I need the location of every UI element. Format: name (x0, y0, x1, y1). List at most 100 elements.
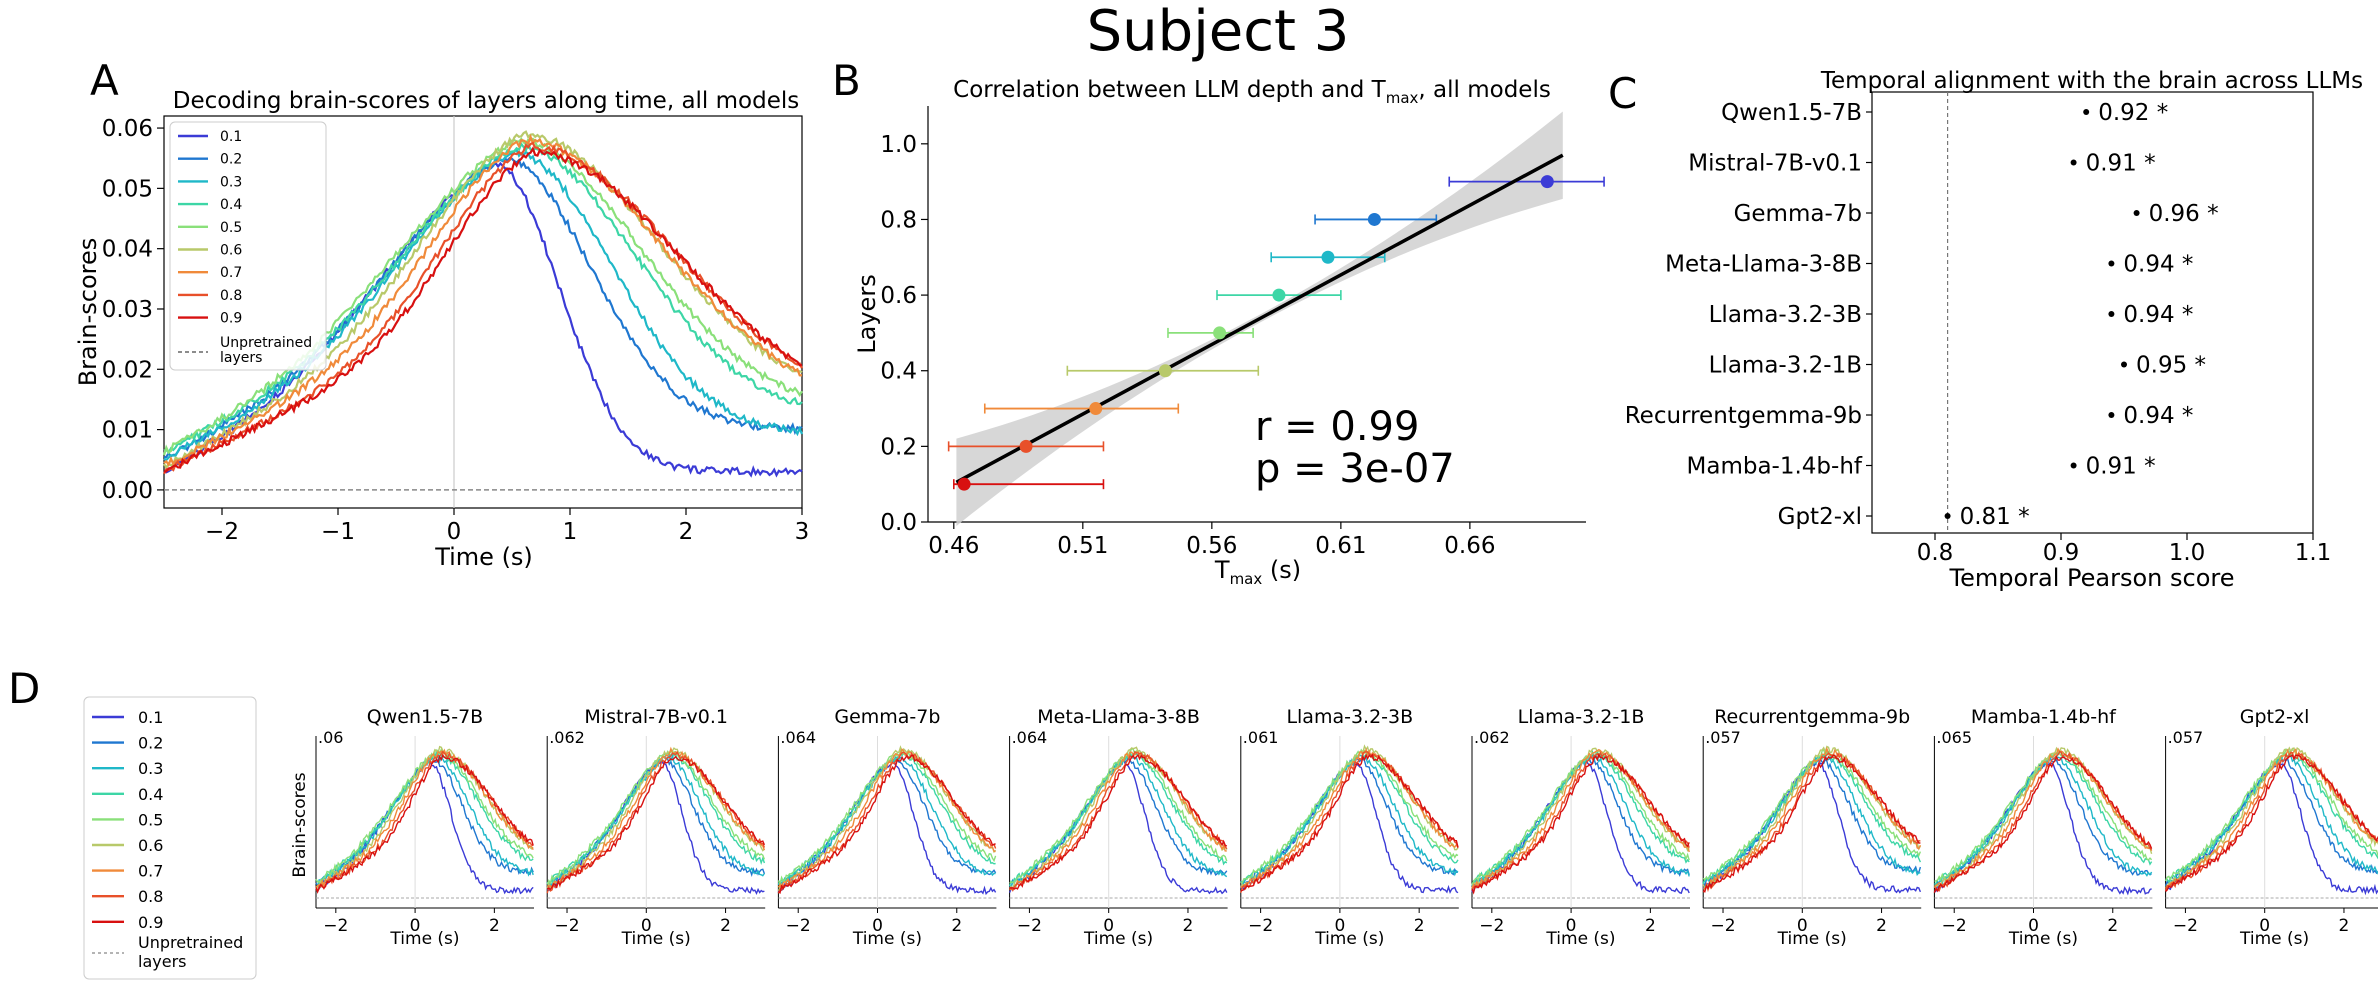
panel-d-xtick-label: −2 (1479, 916, 1504, 936)
panel-b-point-0.3 (1089, 402, 1103, 416)
panel-a-series-0.4 (163, 141, 803, 455)
panel-c-score-label: 0.81 * (1960, 504, 2030, 530)
panel-b-xlabel: Tmax (s) (1214, 556, 1301, 588)
panel-b-point-0.8 (1367, 212, 1381, 226)
panel-c-score-label: 0.95 * (2136, 353, 2206, 379)
panel-d-series-0.8 (1471, 751, 1690, 891)
panel-c-xlabel: Temporal Pearson score (1949, 564, 2235, 592)
d-legend-label-0.2: 0.2 (138, 734, 163, 753)
panel-d-xlabel: Time (s) (621, 929, 691, 949)
panel-c-point (2108, 412, 2115, 418)
panel-c-model-label: Mistral-7B-v0.1 (1688, 151, 1862, 177)
panel-d-xtick-label: 2 (951, 916, 962, 936)
panel-c-score-label: 0.96 * (2149, 201, 2219, 227)
panel-c-score-label: 0.94 * (2123, 252, 2193, 278)
panel-d-series-0.9 (1702, 754, 1921, 893)
panel-d-xtick-label: −2 (786, 916, 811, 936)
panel-d-ymax-label: .06 (318, 728, 343, 747)
panel-c-frame (1871, 91, 2314, 534)
panel-d-subplot: Recurrentgemma-9b.057 −2 0 2 Time (s) (1702, 706, 1922, 949)
panel-d-xtick-label: 2 (2339, 916, 2350, 936)
legend-label-0.4: 0.4 (220, 197, 242, 213)
panel-d-series-0.3 (2165, 752, 2378, 888)
panel-d-subplot: Llama-3.2-3B .061 −2 0 2 Time (s) (1240, 706, 1459, 949)
panel-d-series-0.8 (1702, 752, 1921, 893)
panel-d-subplot-title: Recurrentgemma-9b (1714, 706, 1910, 728)
panel-b-ytick-label: 0.4 (880, 359, 917, 385)
panel-a-ylabel: Brain-scores (74, 238, 102, 387)
panel-d-series-0.7 (547, 746, 766, 889)
panel-b-title-sub: max (1386, 89, 1419, 107)
panel-d-xtick-label: 2 (1183, 916, 1194, 936)
panel-d-subplot: Gpt2-xl .057 −2 0 2 Time (s) (2164, 706, 2378, 949)
panel-d-xtick-label: 0 (1334, 916, 1345, 936)
panel-d-xtick-label: 0 (872, 916, 883, 936)
panel-d-xlabel: Time (s) (2008, 929, 2078, 949)
d-legend-unpretrained-label-2: layers (138, 952, 186, 971)
d-legend-label-0.8: 0.8 (138, 887, 163, 906)
panel-d-subplot-title: Llama-3.2-3B (1286, 706, 1413, 728)
panel-letter-c: C (1608, 69, 1637, 118)
panel-d-subplot-title: Meta-Llama-3-8B (1037, 706, 1200, 728)
panel-d-series-0.5 (546, 750, 766, 885)
panel-b-point-0.7 (1321, 250, 1335, 264)
d-legend-label-0.5: 0.5 (138, 810, 163, 829)
panel-c-point (2070, 462, 2077, 469)
legend-label-0.3: 0.3 (220, 174, 242, 190)
panel-c-xtick-label: 1.1 (2295, 540, 2332, 566)
panel-d-ymax-label: .065 (1936, 728, 1972, 747)
panel-b-ytick-label: 0.8 (880, 207, 917, 233)
panel-d-subplot: Gemma-7b .064 −2 0 2 Time (s) (777, 706, 997, 949)
panel-c-point (2083, 109, 2090, 115)
panel-d-series-0.7 (2164, 748, 2378, 889)
panel-letter-d: D (8, 664, 40, 713)
panel-d-ymax-label: .064 (1012, 728, 1048, 747)
panel-b-point-0.4 (1158, 364, 1172, 378)
panel-d-subplot-title: Llama-3.2-1B (1518, 706, 1645, 728)
panel-d-xtick-label: 0 (641, 916, 652, 936)
d-legend-label-0.4: 0.4 (138, 785, 163, 804)
panel-b-fit-line (955, 153, 1564, 484)
panel-c-score-label: 0.91 * (2086, 151, 2156, 177)
panel-d-series-0.9 (315, 753, 534, 894)
panel-a-xtick-label: −1 (321, 519, 355, 545)
legend-label-0.5: 0.5 (220, 220, 242, 236)
panel-a-xtick-label: 0 (447, 519, 462, 545)
panel-c-model-label: Gpt2-xl (1778, 504, 1862, 530)
panel-b-title-end: , all models (1418, 77, 1550, 103)
panel-d-xlabel: Time (s) (389, 929, 459, 949)
panel-d-xtick-label: 0 (2028, 916, 2039, 936)
panel-d-subplot: Llama-3.2-1B .062 −2 0 2 Time (s) (1471, 706, 1690, 949)
panel-d-subplot-title: Qwen1.5-7B (367, 706, 483, 728)
panel-d-xtick-label: 2 (2107, 916, 2118, 936)
panel-a-series-0.7 (163, 133, 803, 467)
panel-d-xtick-label: −2 (323, 916, 348, 936)
panel-d-xtick-label: −2 (1942, 916, 1967, 936)
panel-c-score-label: 0.91 * (2086, 454, 2156, 480)
panel-d-xtick-label: 0 (1797, 916, 1808, 936)
panel-d-xtick-label: 0 (2259, 916, 2270, 936)
panel-d-xtick-label: 2 (489, 916, 500, 936)
panel-b-title: Correlation between LLM depth and Tmax, … (953, 77, 1551, 107)
panel-a-frame (163, 115, 803, 509)
d-legend-label-0.7: 0.7 (138, 862, 163, 881)
panel-b-xtick-label: 0.66 (1444, 533, 1495, 559)
panel-c-point (2108, 260, 2115, 267)
panel-a-ytick-label: 0.04 (102, 237, 153, 263)
panel-d-xtick-label: −2 (1710, 916, 1735, 936)
panel-a-title: Decoding brain-scores of layers along ti… (173, 88, 799, 114)
panel-d-subplot-title: Mistral-7B-v0.1 (584, 706, 728, 728)
panel-d-ymax-label: .057 (1705, 728, 1741, 747)
legend-label-0.7: 0.7 (220, 265, 242, 281)
panel-d-legend: 0.1 0.2 0.3 0.4 0.5 0.6 0.7 0.8 0.9 Unpretrained… (83, 696, 257, 980)
d-legend-label-0.1: 0.1 (138, 708, 163, 727)
panel-d-series-0.8 (546, 750, 766, 894)
legend-unpretrained-label: Unpretrained (220, 335, 312, 351)
panel-d-series-0.5 (315, 747, 534, 883)
panel-c-model-label: Mamba-1.4b-hf (1687, 454, 1863, 480)
panel-letter-b: B (832, 56, 861, 105)
panel-b-point-0.1 (957, 477, 971, 491)
panel-c-point (1944, 513, 1951, 519)
panel-letter-a: A (90, 56, 119, 105)
panel-d-ymax-label: .061 (1243, 728, 1279, 747)
